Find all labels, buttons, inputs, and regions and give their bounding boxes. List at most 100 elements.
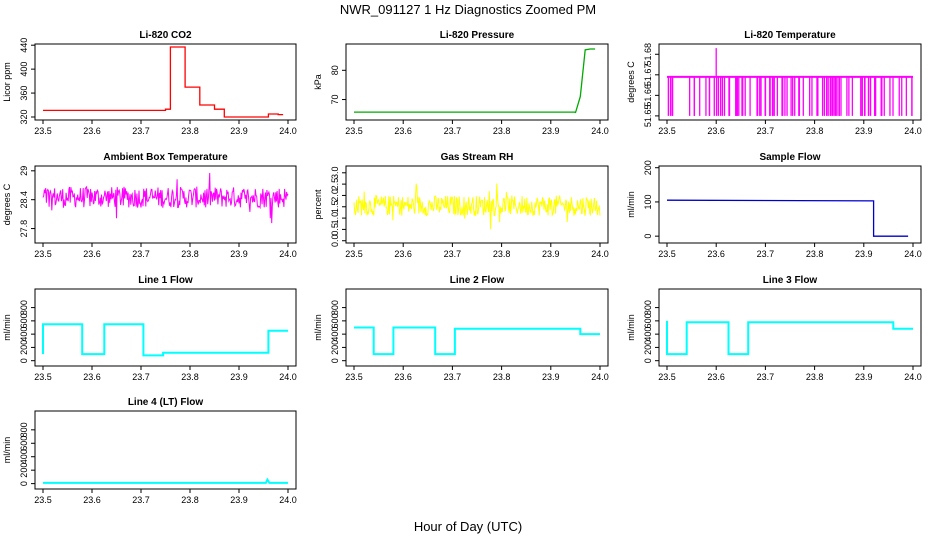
panel-title: Li-820 CO2 — [139, 30, 192, 41]
x-tick-label: 23.5 — [345, 372, 363, 382]
y-axis-label: degrees C — [2, 183, 12, 225]
y-tick-label: 200 — [19, 340, 29, 355]
x-tick-label: 23.5 — [658, 372, 676, 382]
y-tick-label: 0.0 — [330, 234, 340, 247]
panel-8: Line 2 Flow ml/min 23.5 23.6 23.7 23.8 23.9 24.… — [313, 275, 609, 382]
x-tick-label: 23.6 — [83, 249, 101, 259]
x-tick-label: 23.6 — [707, 249, 725, 259]
plot-frame — [345, 165, 609, 244]
y-axis-label: ml/min — [626, 314, 636, 341]
y-tick-label: 600 — [19, 313, 29, 328]
y-tick-label: 51.68 — [643, 43, 653, 66]
y-tick-label: 2.5 — [330, 178, 340, 191]
y-tick-label: 800 — [330, 300, 340, 315]
series-group — [354, 326, 600, 356]
plot-frame — [34, 43, 297, 121]
y-tick-label: 200 — [19, 463, 29, 478]
series-line — [353, 183, 601, 230]
y-tick-label: 400 — [19, 449, 29, 464]
x-tick-label: 23.8 — [493, 126, 511, 136]
y-tick-label: 0 — [643, 358, 653, 363]
series-group — [666, 320, 913, 356]
x-tick-label: 24.0 — [591, 249, 609, 259]
plot-frame — [34, 165, 297, 244]
x-tick-label: 23.9 — [230, 495, 248, 505]
y-tick-label: 51.66 — [643, 84, 653, 107]
x-tick-label: 23.7 — [757, 372, 775, 382]
x-tick-label: 23.8 — [181, 126, 199, 136]
x-tick-label: 23.7 — [132, 249, 150, 259]
y-tick-label: 400 — [643, 327, 653, 342]
series-group — [667, 48, 913, 116]
panel-4: Ambient Box Temperature degrees C 23.5 23.6… — [2, 152, 297, 259]
plot-frame — [658, 165, 922, 244]
x-axis-label: Hour of Day (UTC) — [414, 519, 522, 534]
panel-7: Line 1 Flow ml/min 23.5 23.6 23.7 23.8 23.9 24.… — [2, 275, 297, 382]
x-tick-label: 23.6 — [707, 126, 725, 136]
x-tick-label: 23.7 — [444, 126, 462, 136]
x-tick-label: 23.5 — [345, 126, 363, 136]
panel-6: Sample Flow ml/min 23.5 23.6 23.7 23.8 23.9 24.… — [626, 152, 922, 259]
x-tick-label: 23.5 — [658, 126, 676, 136]
x-tick-label: 23.6 — [394, 126, 412, 136]
panel-title: Line 1 Flow — [138, 275, 193, 286]
y-tick-label: 51.65 — [643, 105, 653, 128]
x-tick-label: 23.9 — [855, 249, 873, 259]
x-tick-label: 23.8 — [181, 372, 199, 382]
y-tick-label: 400 — [19, 327, 29, 342]
x-tick-label: 24.0 — [904, 372, 922, 382]
x-tick-label: 23.9 — [230, 126, 248, 136]
plot-frame — [658, 288, 922, 367]
y-tick-label: 0 — [643, 234, 653, 239]
y-axis-label: percent — [313, 189, 323, 220]
y-tick-label: 1.5 — [330, 201, 340, 214]
panel-title: Line 3 Flow — [763, 275, 818, 286]
y-tick-label: 0 — [19, 481, 29, 486]
x-tick-label: 24.0 — [591, 126, 609, 136]
x-tick-label: 23.8 — [806, 249, 824, 259]
x-tick-label: 23.8 — [806, 372, 824, 382]
panel-title: Li-820 Pressure — [440, 30, 515, 41]
x-tick-label: 23.9 — [855, 126, 873, 136]
series-group — [666, 199, 909, 237]
y-axis-label: ml/min — [2, 437, 12, 464]
x-tick-label: 23.6 — [707, 372, 725, 382]
x-tick-label: 23.7 — [444, 372, 462, 382]
y-tick-label: 360 — [19, 86, 29, 101]
x-tick-label: 23.8 — [493, 372, 511, 382]
plot-frame — [34, 288, 297, 367]
x-tick-label: 23.7 — [132, 126, 150, 136]
y-tick-label: 200 — [330, 340, 340, 355]
x-tick-label: 23.7 — [132, 495, 150, 505]
panel-2: Li-820 Pressure kPa 23.5 23.6 23.7 23.8 23.9 24… — [313, 30, 609, 136]
y-tick-label: 800 — [19, 422, 29, 437]
x-tick-label: 23.5 — [658, 249, 676, 259]
y-tick-label: 600 — [19, 436, 29, 451]
y-tick-label: 70 — [330, 95, 340, 105]
y-axis-label: degrees C — [626, 61, 636, 103]
x-tick-label: 23.7 — [132, 372, 150, 382]
series-line — [43, 46, 284, 118]
panel-10: Line 4 (LT) Flow ml/min 23.5 23.6 23.7 23.8 23… — [2, 397, 297, 505]
x-tick-label: 23.9 — [855, 372, 873, 382]
x-tick-label: 23.9 — [230, 372, 248, 382]
y-tick-label: 80 — [330, 65, 340, 75]
y-tick-label: 400 — [19, 62, 29, 77]
y-tick-label: 28.4 — [19, 191, 29, 209]
series-group — [43, 46, 284, 118]
x-tick-label: 24.0 — [591, 372, 609, 382]
x-tick-label: 23.5 — [34, 249, 52, 259]
x-tick-label: 23.5 — [345, 249, 363, 259]
y-tick-label: 800 — [19, 300, 29, 315]
x-tick-label: 23.5 — [34, 495, 52, 505]
y-tick-label: 0 — [330, 358, 340, 363]
y-axis-label: Licor ppm — [2, 62, 12, 102]
y-tick-label: 600 — [643, 313, 653, 328]
x-tick-label: 24.0 — [904, 126, 922, 136]
x-tick-label: 23.6 — [394, 249, 412, 259]
series-group — [42, 172, 289, 224]
series-line — [666, 199, 909, 237]
y-axis-label: ml/min — [626, 191, 636, 218]
figure-title: NWR_091127 1 Hz Diagnostics Zoomed PM — [340, 2, 596, 17]
y-tick-label: 29 — [19, 166, 29, 176]
